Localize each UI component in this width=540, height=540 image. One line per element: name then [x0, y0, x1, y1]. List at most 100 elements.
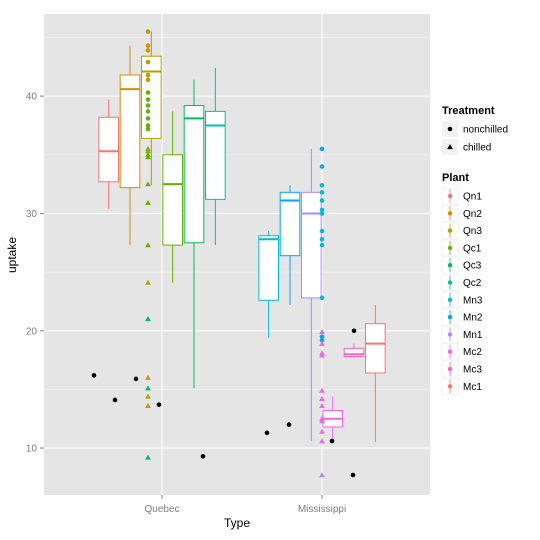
data-point — [145, 90, 151, 95]
legend-symbol — [447, 144, 453, 150]
data-point — [319, 340, 325, 346]
plant-legend-item: Qn3 — [441, 222, 482, 240]
plant-legend-item: Mn3 — [441, 291, 483, 309]
data-point — [351, 328, 357, 334]
data-point — [329, 438, 335, 444]
legend-symbol — [447, 263, 453, 268]
plant-legend-item: Qn1 — [441, 187, 482, 205]
legend-label: Qc3 — [463, 261, 482, 272]
data-point — [145, 29, 151, 34]
box-rect — [205, 110, 226, 200]
data-point — [156, 402, 162, 407]
legend-label: Mc2 — [463, 347, 482, 358]
box-Qc2 — [205, 67, 226, 246]
data-point — [145, 43, 151, 48]
boxes — [98, 31, 386, 443]
data-point — [319, 418, 325, 424]
box-Qc3 — [183, 79, 205, 389]
box-Mc2 — [322, 396, 343, 442]
legend-label: nonchilled — [463, 125, 508, 136]
data-point — [91, 373, 97, 378]
data-point — [286, 422, 292, 427]
data-point — [145, 402, 151, 408]
data-point — [319, 164, 325, 169]
data-point — [145, 97, 151, 102]
plant-legend-item: Mc1 — [441, 377, 482, 395]
legend-symbol — [447, 349, 453, 354]
data-point — [145, 393, 151, 399]
legend-label: Mc1 — [463, 382, 482, 393]
treatment-legend-title: Treatment — [442, 105, 495, 117]
box-rect — [183, 105, 205, 244]
plant-legend-entries: Qn1 Qn2 Qn3 Qc1 Qc3 Qc2 Mn3 Mn2 Mn1 Mc2 Mc3 Mc1 — [441, 187, 483, 395]
x-axis: Quebec Mississippi — [144, 495, 346, 515]
box-rect — [162, 154, 183, 246]
data-point — [319, 242, 325, 248]
box-Qc1 — [162, 111, 183, 283]
data-point — [319, 402, 325, 408]
legend-symbol — [447, 280, 453, 285]
box-rect — [141, 55, 162, 139]
data-point — [145, 59, 151, 65]
legend-label: Qn1 — [463, 192, 482, 203]
box-Mc1 — [365, 304, 386, 443]
data-point — [200, 453, 206, 459]
data-point — [145, 109, 151, 114]
legend-symbol — [447, 297, 453, 302]
data-point — [145, 77, 151, 82]
box-rect — [365, 323, 386, 374]
legend-label: Qc2 — [463, 278, 482, 289]
data-point — [319, 190, 325, 195]
y-tick-label: 40 — [26, 92, 38, 103]
data-point — [319, 182, 325, 188]
data-point — [112, 397, 118, 403]
treatment-legend-item: nonchilled — [442, 121, 508, 137]
legend-label: Mc3 — [463, 365, 482, 376]
box-Mn3 — [258, 231, 279, 338]
data-point — [319, 337, 325, 343]
plant-legend-item: Qn2 — [441, 204, 482, 222]
data-point — [145, 454, 151, 460]
box-Mc3 — [343, 343, 365, 358]
plant-legend-item: Qc2 — [441, 274, 482, 291]
data-point — [319, 228, 325, 234]
legend-label: chilled — [463, 143, 491, 154]
x-axis-title: Type — [224, 516, 250, 530]
box-Qn2 — [119, 45, 141, 246]
data-point — [145, 385, 151, 391]
plant-legend-item: Mn1 — [441, 325, 483, 343]
data-point — [145, 126, 151, 132]
data-point — [145, 181, 151, 187]
legend-label: Mn3 — [463, 295, 483, 306]
data-point — [319, 329, 325, 335]
legend-symbol — [447, 332, 453, 337]
plant-legend-item: Mn2 — [441, 308, 483, 326]
legend-symbol — [447, 228, 453, 233]
data-point — [145, 103, 151, 108]
data-point — [319, 198, 325, 203]
treatment-legend-item: chilled — [442, 139, 491, 155]
data-point — [319, 395, 325, 401]
data-point — [145, 316, 151, 322]
data-point — [319, 334, 325, 339]
box-Mn1 — [301, 148, 322, 442]
legend-symbol — [447, 126, 453, 132]
plant-legend-item: Mc3 — [441, 360, 482, 378]
data-point — [145, 242, 151, 248]
plant-legend-item: Mc2 — [441, 343, 482, 361]
box-rect — [279, 191, 301, 257]
legend-label: Qn2 — [463, 209, 482, 220]
data-point — [145, 123, 151, 128]
data-point — [145, 48, 151, 53]
data-point — [145, 154, 151, 160]
data-point — [319, 387, 325, 393]
box-Mn2 — [279, 185, 301, 305]
plant-legend-item: Qc1 — [441, 239, 482, 257]
y-tick-label: 30 — [26, 209, 38, 220]
data-point — [319, 211, 325, 216]
y-tick-label: 20 — [26, 326, 38, 337]
legend-symbol — [447, 384, 453, 389]
data-point — [145, 200, 151, 206]
legend: Treatment nonchilled chilled Plant Qn1 Qn2… — [441, 105, 508, 395]
